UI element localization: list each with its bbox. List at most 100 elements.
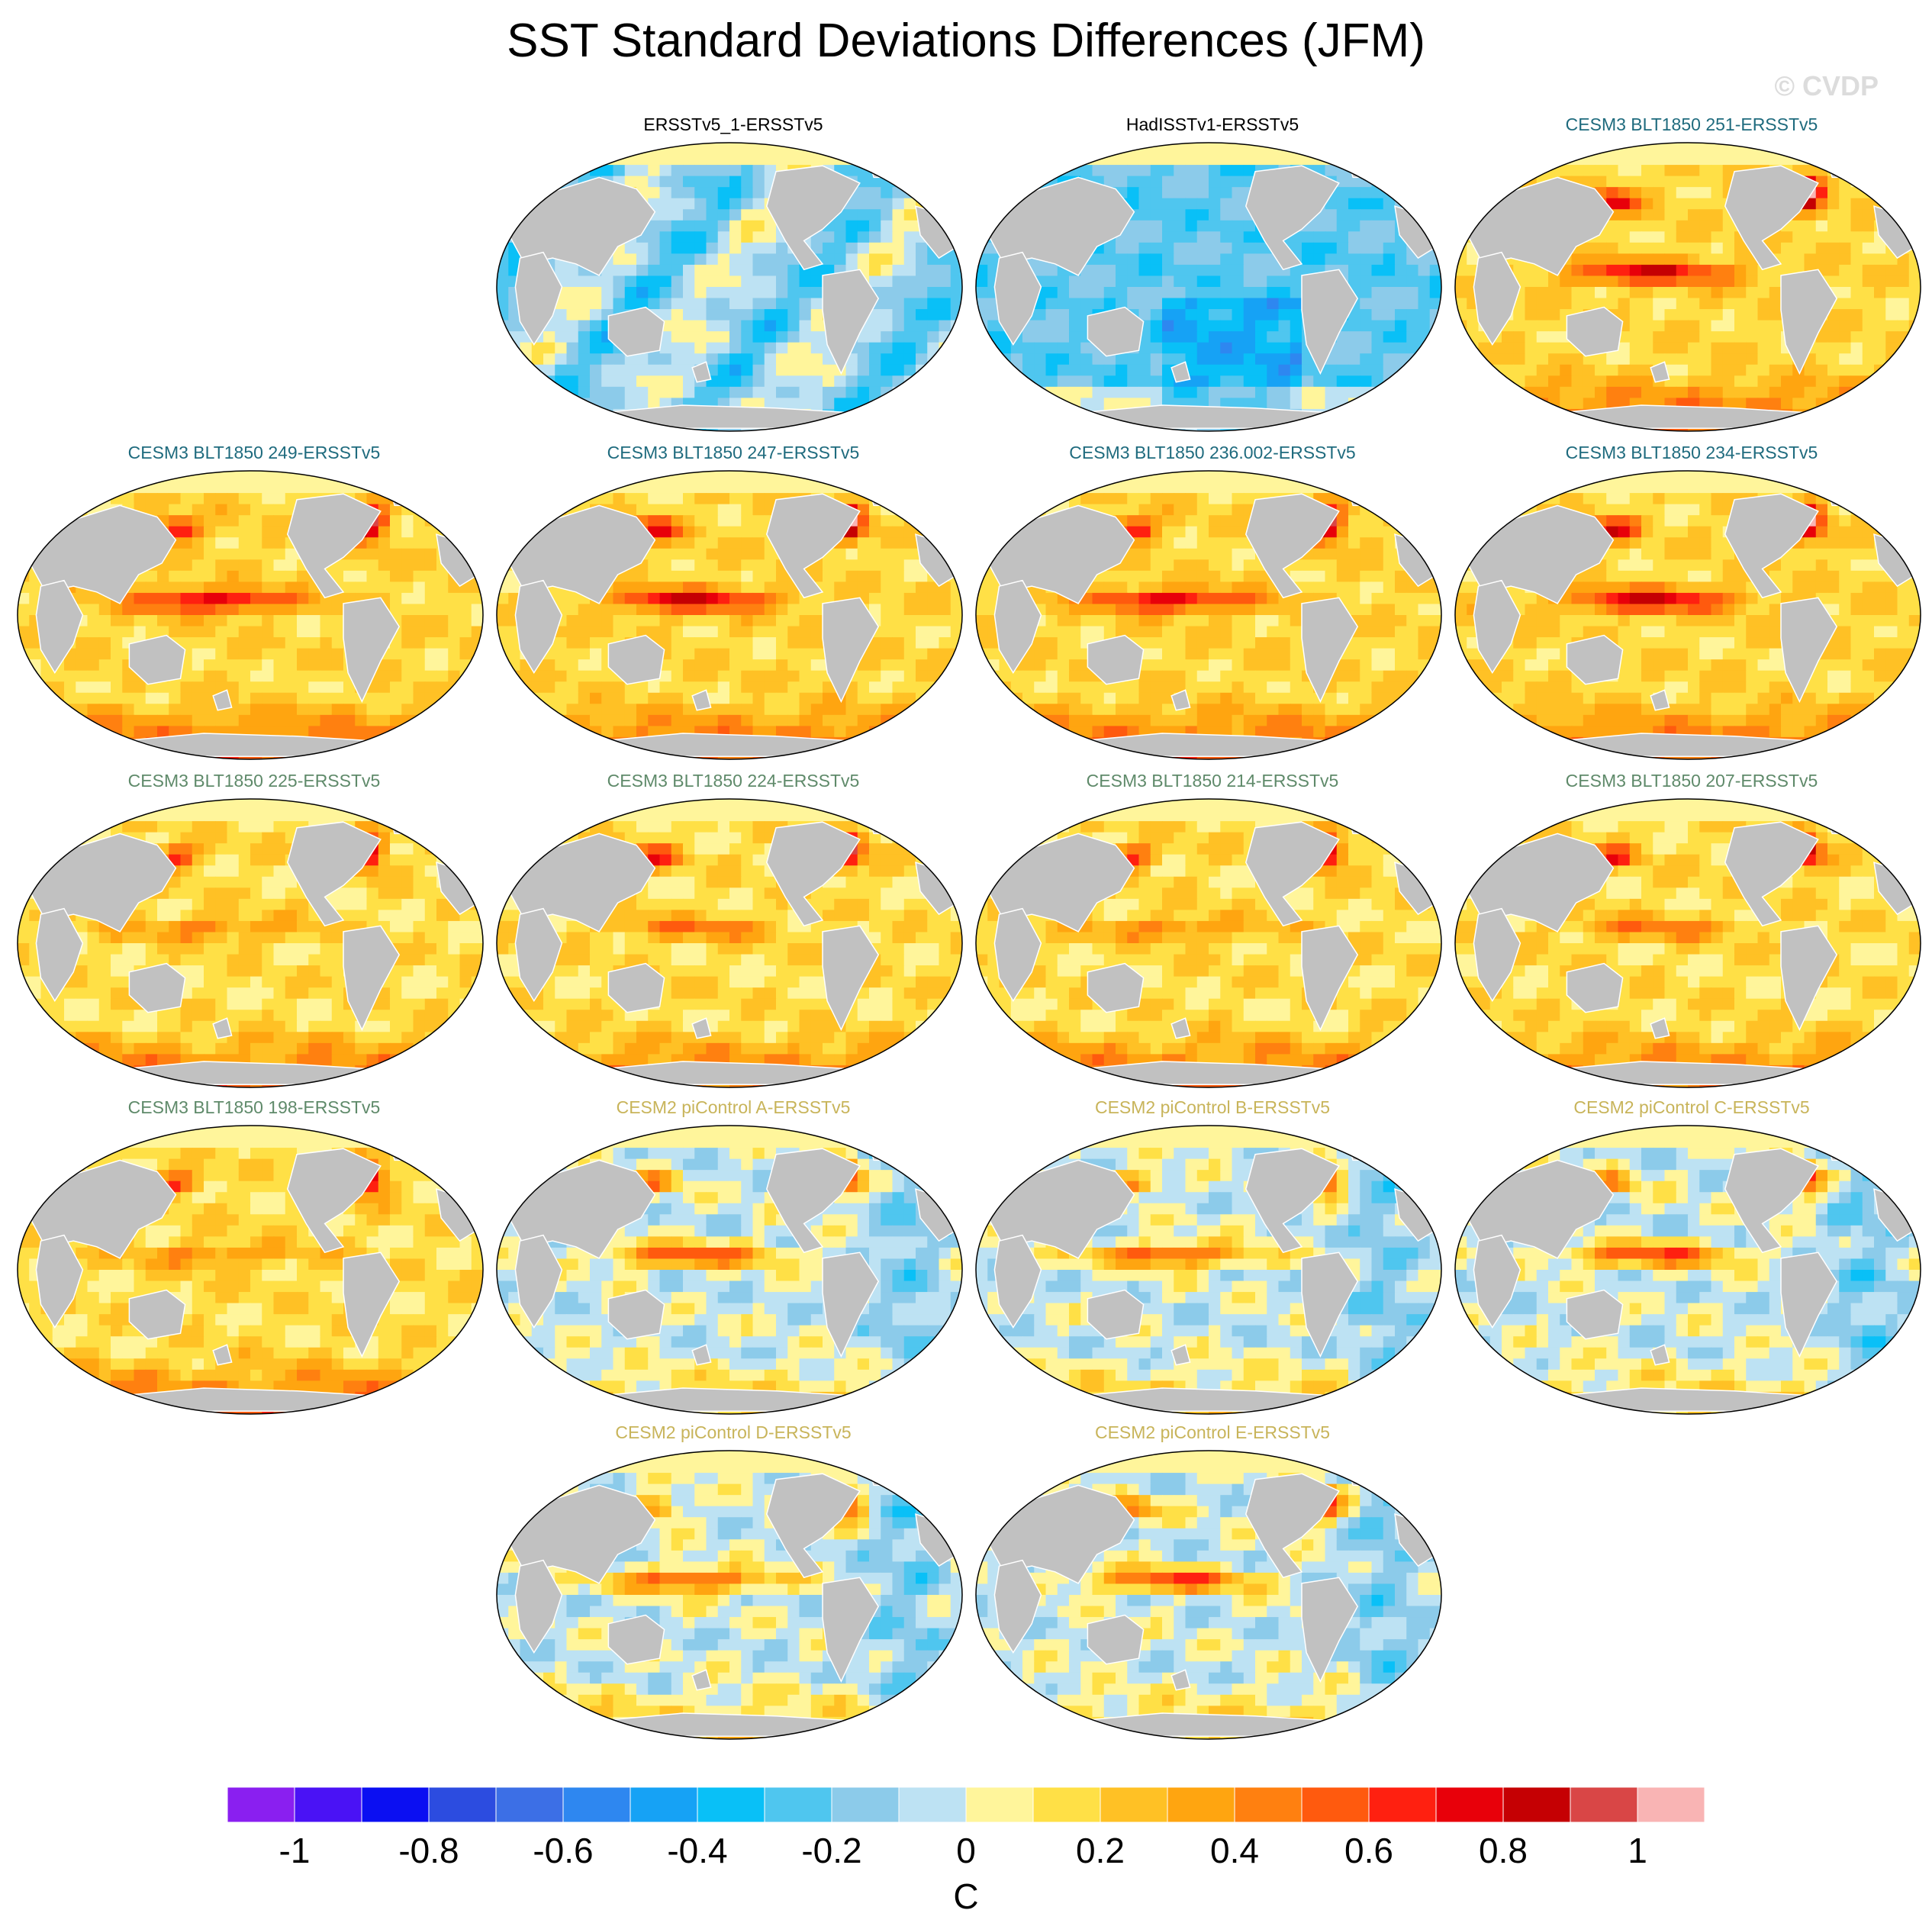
field-cell: [1746, 342, 1759, 354]
field-cell: [590, 681, 602, 694]
field-cell: [98, 637, 111, 649]
field-cell: [764, 231, 777, 243]
field-cell: [273, 659, 286, 672]
field-cell: [436, 681, 449, 694]
field-cell: [122, 681, 135, 694]
field-cell: [857, 526, 870, 538]
field-cell: [1150, 220, 1163, 232]
field-cell: [799, 153, 812, 166]
field-cell: [448, 504, 461, 516]
field-cell: [543, 342, 555, 354]
field-cell: [916, 637, 928, 649]
field-cell: [531, 515, 544, 527]
field-cell: [1290, 386, 1302, 398]
field-cell: [1548, 153, 1560, 166]
field-cell: [999, 153, 1012, 166]
field-cell: [869, 331, 881, 343]
field-cell: [729, 198, 742, 210]
field-cell: [578, 275, 591, 288]
field-cell: [683, 253, 695, 266]
field-cell: [741, 253, 754, 266]
field-cell: [1092, 165, 1105, 177]
field-cell: [1395, 264, 1407, 277]
field-cell: [648, 153, 661, 166]
field-cell: [1757, 287, 1770, 299]
field-cell: [1908, 176, 1921, 188]
field-cell: [1418, 143, 1431, 155]
field-cell: [1196, 309, 1209, 321]
field-cell: [916, 626, 928, 638]
field-cell: [1360, 342, 1373, 354]
field-cell: [285, 581, 298, 594]
field-cell: [18, 670, 30, 682]
field-cell: [262, 526, 275, 538]
field-cell: [215, 581, 228, 594]
field-cell: [717, 165, 730, 177]
field-cell: [122, 692, 135, 704]
field-cell: [18, 704, 30, 716]
field-cell: [64, 692, 76, 704]
field-cell: [1571, 264, 1584, 277]
field-cell: [671, 559, 684, 572]
field-cell: [1502, 143, 1514, 155]
field-cell: [776, 153, 788, 166]
field-cell: [916, 581, 928, 594]
field-cell: [1395, 253, 1407, 266]
field-cell: [659, 670, 672, 682]
field-cell: [520, 493, 533, 505]
field-cell: [1595, 375, 1607, 388]
field-cell: [1699, 364, 1712, 376]
field-cell: [366, 537, 379, 549]
field-cell: [1769, 153, 1782, 166]
field-cell: [903, 153, 916, 166]
field-cell: [1395, 375, 1407, 388]
field-cell: [1302, 253, 1314, 266]
field-cell: [903, 408, 916, 421]
field-cell: [1525, 165, 1538, 177]
field-cell: [976, 398, 988, 410]
field-cell: [787, 615, 800, 627]
field-cell: [122, 493, 135, 505]
field-cell: [1371, 408, 1384, 421]
field-cell: [776, 604, 788, 616]
field-cell: [215, 714, 228, 726]
field-cell: [169, 615, 182, 627]
field-cell: [40, 482, 53, 494]
field-cell: [1513, 342, 1526, 354]
field-cell: [1769, 386, 1782, 398]
field-cell: [1688, 364, 1700, 376]
field-cell: [1560, 408, 1573, 421]
field-cell: [1116, 253, 1128, 266]
field-cell: [1641, 253, 1653, 266]
field-cell: [648, 242, 661, 254]
field-cell: [366, 559, 379, 572]
field-cell: [87, 704, 100, 716]
field-cell: [531, 398, 544, 410]
field-cell: [1839, 364, 1852, 376]
field-cell: [683, 209, 695, 221]
field-cell: [810, 398, 823, 410]
field-cell: [741, 604, 754, 616]
field-cell: [881, 626, 894, 638]
field-cell: [636, 275, 649, 288]
field-cell: [706, 231, 719, 243]
field-cell: [1664, 309, 1677, 321]
field-cell: [1467, 143, 1480, 155]
field-cell: [1467, 187, 1480, 199]
field-cell: [752, 592, 765, 605]
field-cell: [204, 659, 216, 672]
field-cell: [1734, 353, 1747, 366]
field-cell: [1232, 165, 1245, 177]
field-cell: [1815, 198, 1828, 210]
field-cell: [1769, 375, 1782, 388]
field-cell: [378, 726, 391, 738]
field-cell: [448, 726, 461, 738]
field-cell: [1383, 420, 1396, 431]
field-cell: [1618, 275, 1631, 288]
field-cell: [1839, 220, 1852, 232]
field-cell: [262, 482, 275, 494]
field-cell: [939, 626, 952, 638]
field-cell: [40, 670, 53, 682]
field-cell: [1174, 298, 1187, 310]
field-cell: [857, 581, 870, 594]
